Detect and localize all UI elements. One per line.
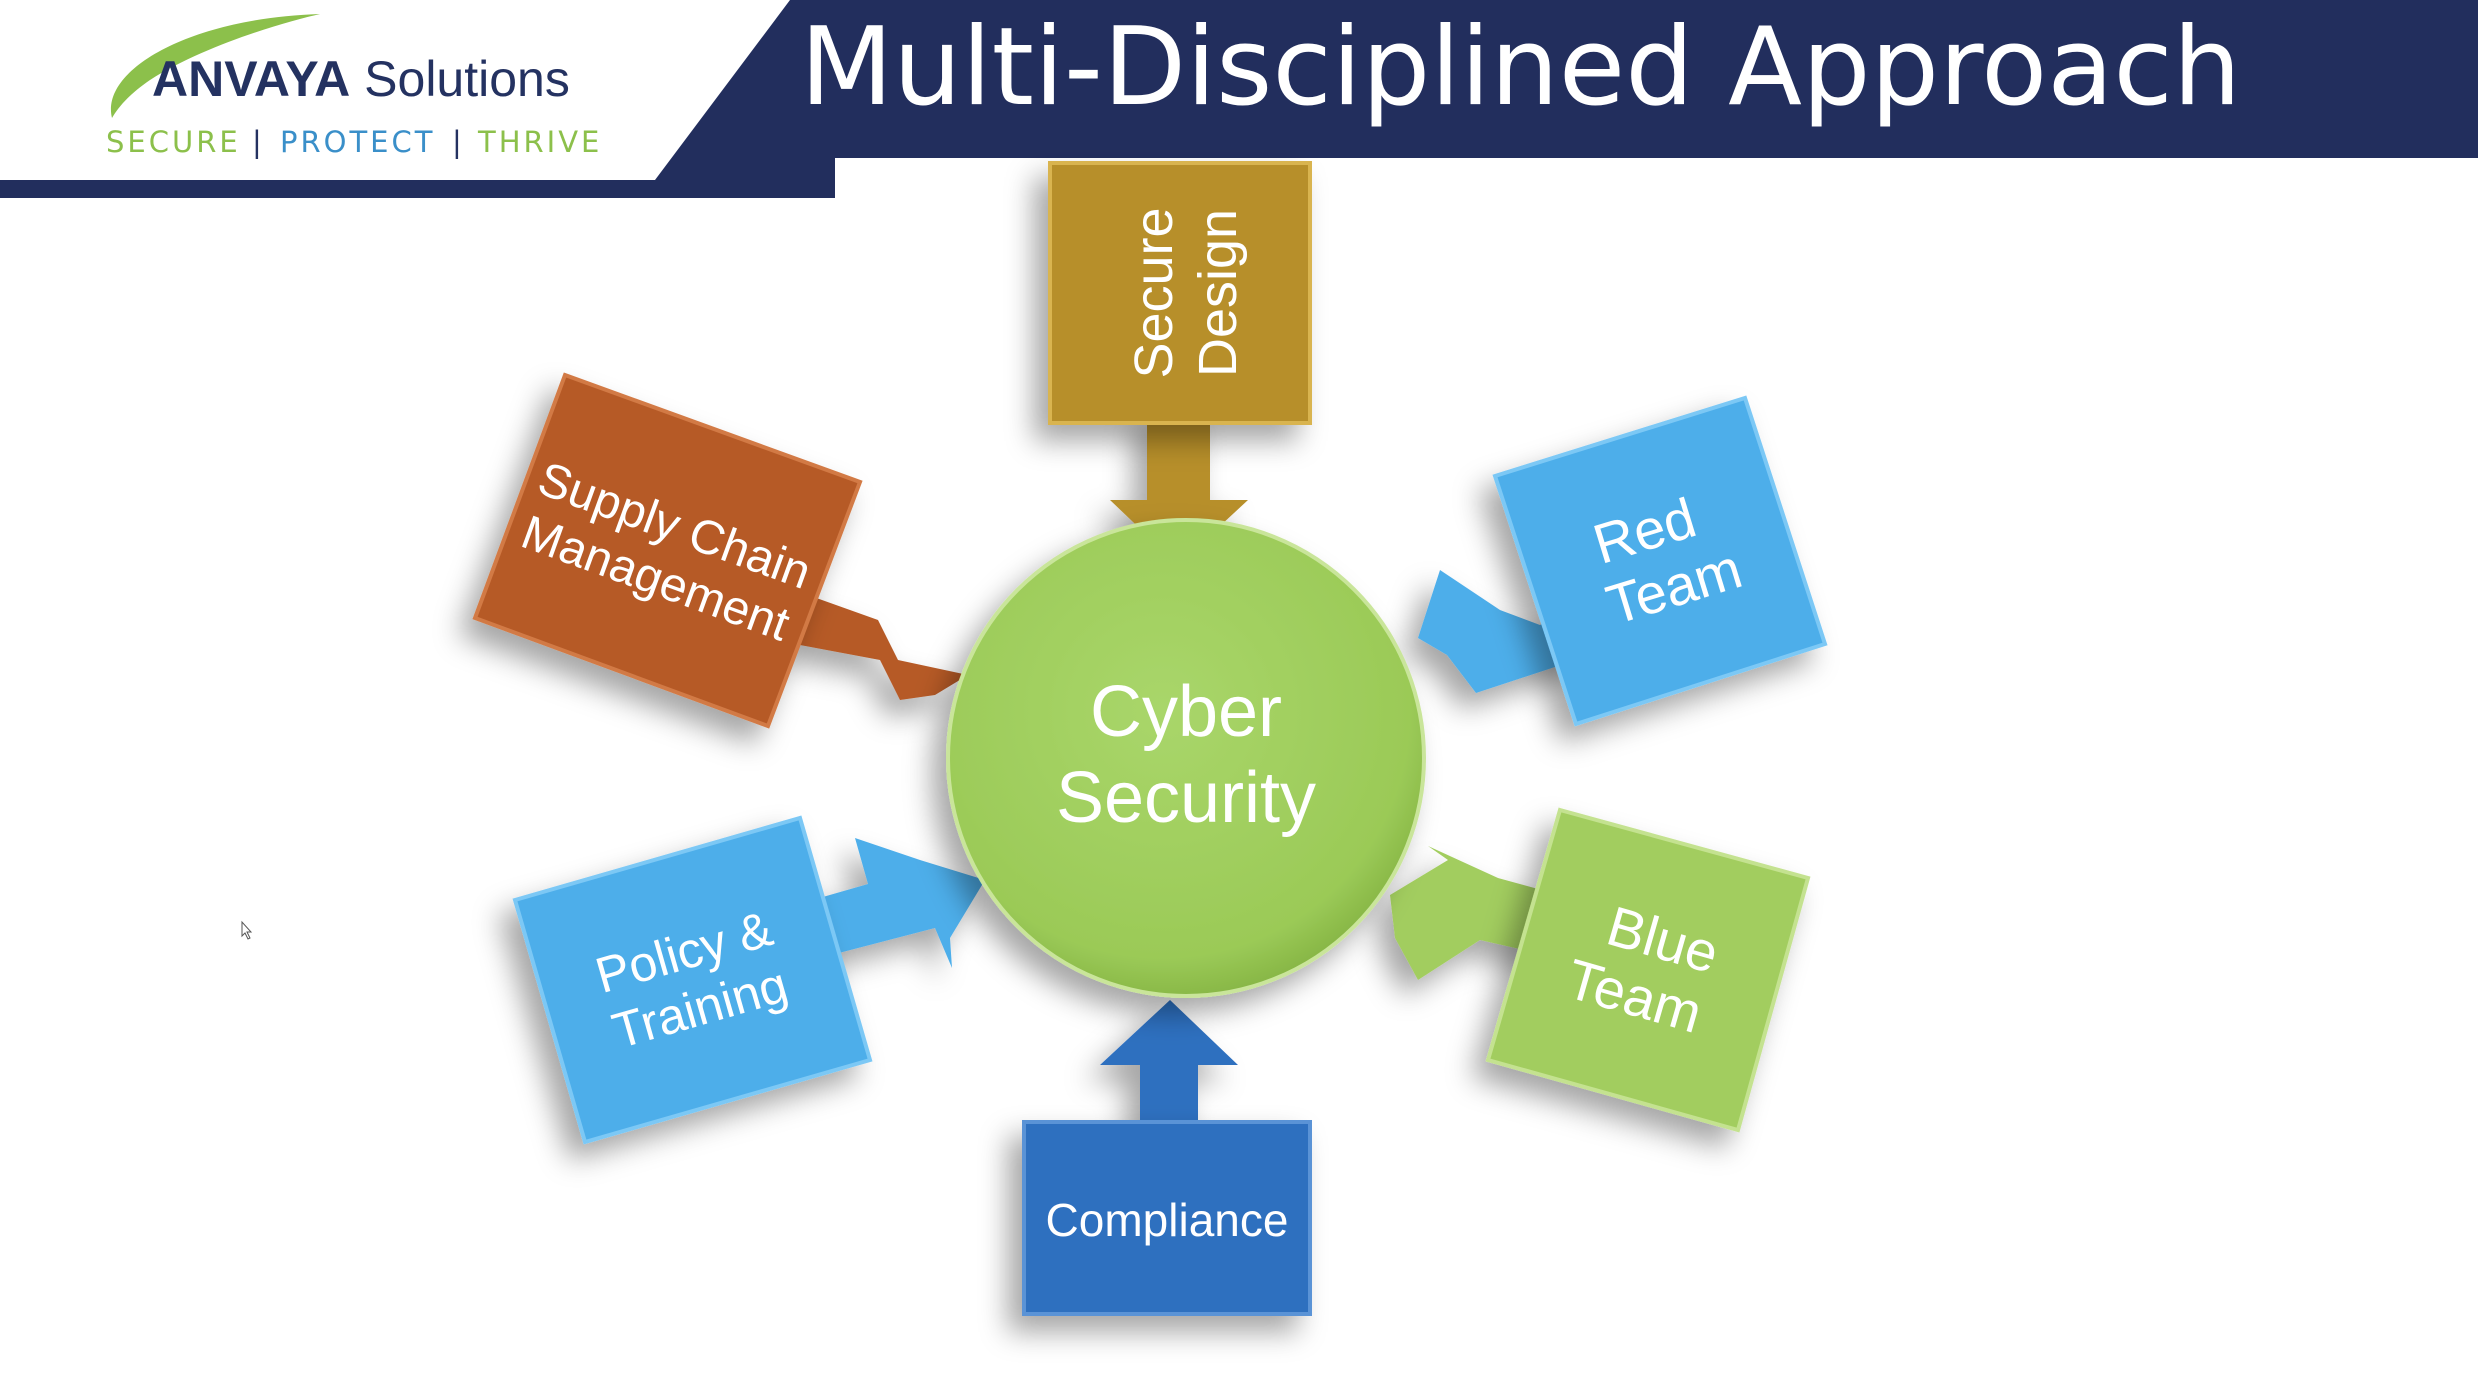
compliance-label: Compliance bbox=[1046, 1194, 1289, 1246]
tagline-divider-2: | bbox=[452, 125, 465, 159]
tagline-thrive: THRIVE bbox=[477, 125, 602, 159]
brand-logo: ANVAYA Solutions SECURE | PROTECT | THRI… bbox=[106, 14, 602, 159]
node-supply-chain: Supply Chain Management bbox=[472, 372, 863, 729]
center-label-line-1: Cyber bbox=[1090, 672, 1282, 752]
node-secure-design: Secure Design bbox=[1048, 161, 1312, 425]
arrow-policy-training bbox=[795, 838, 985, 968]
compliance-box bbox=[1022, 1120, 1312, 1316]
arrow-blue-team bbox=[1390, 846, 1560, 980]
secure-design-label-line-1: Secure bbox=[1124, 207, 1184, 378]
center-node: Cyber Security bbox=[946, 518, 1426, 998]
node-red-team: Red Team bbox=[1492, 395, 1828, 727]
cyber-security-circle bbox=[946, 518, 1426, 998]
logo-tagline: SECURE | PROTECT | THRIVE bbox=[106, 125, 602, 159]
node-compliance: Compliance bbox=[1022, 1120, 1312, 1316]
arrow-compliance bbox=[1100, 1000, 1238, 1130]
secure-design-box bbox=[1048, 161, 1312, 425]
logo-name-bold: ANVAYA bbox=[152, 51, 350, 107]
node-policy-training: Policy & Training bbox=[512, 815, 873, 1145]
secure-design-label-line-2: Design bbox=[1188, 209, 1248, 377]
arrow-supply-chain bbox=[800, 595, 968, 700]
logo-swoosh-icon bbox=[110, 14, 320, 118]
tagline-divider-1: | bbox=[252, 125, 265, 159]
logo-text: ANVAYA Solutions bbox=[152, 51, 570, 107]
blue-team-box bbox=[1485, 807, 1811, 1133]
slide-title: Multi-Disciplined Approach bbox=[800, 5, 2241, 130]
red-team-box bbox=[1492, 395, 1828, 727]
logo-name-light: Solutions bbox=[364, 51, 570, 107]
center-label-line-2: Security bbox=[1056, 758, 1316, 838]
supply-chain-box bbox=[472, 372, 863, 729]
mouse-cursor-icon bbox=[241, 920, 253, 940]
node-blue-team: Blue Team bbox=[1485, 807, 1811, 1133]
arrow-red-team bbox=[1418, 570, 1618, 693]
policy-training-box bbox=[512, 815, 873, 1145]
tagline-secure: SECURE bbox=[106, 125, 241, 159]
tagline-protect: PROTECT bbox=[280, 125, 435, 159]
